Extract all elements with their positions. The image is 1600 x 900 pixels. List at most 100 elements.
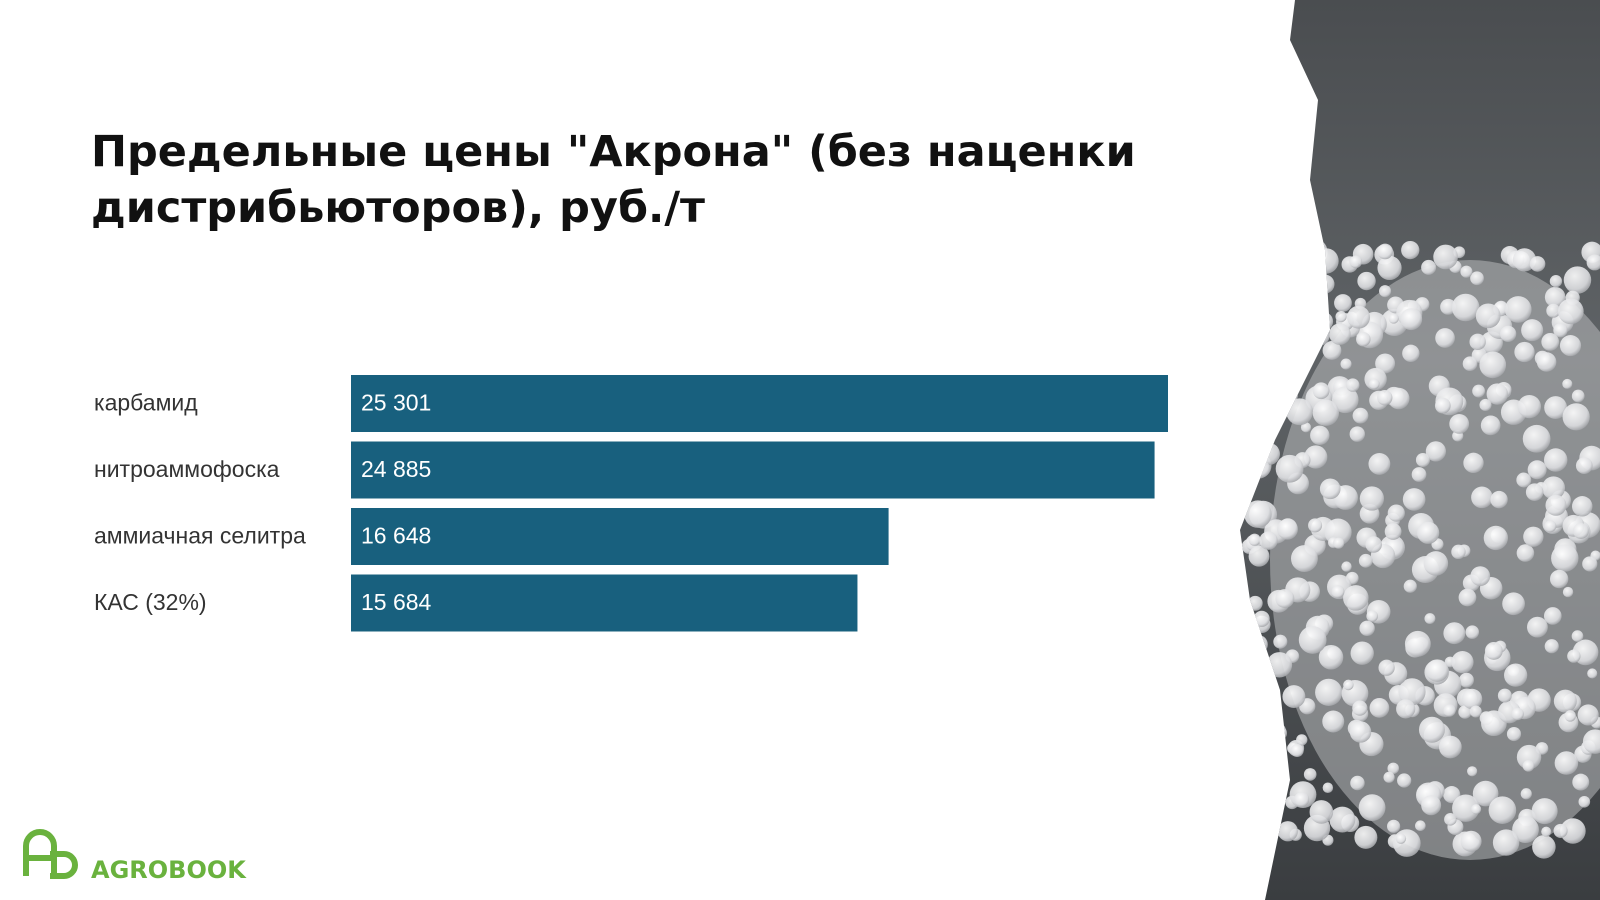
pearl [1553, 823, 1568, 838]
pearl [1492, 829, 1520, 856]
pearl [1516, 472, 1532, 488]
pearl [1240, 547, 1243, 565]
pearl [1418, 716, 1445, 743]
pearl [1267, 389, 1284, 406]
pearl [1369, 698, 1390, 718]
value-label: 24 885 [361, 456, 431, 482]
pearl [1544, 286, 1566, 308]
pearl [1522, 760, 1535, 772]
pearl [1248, 634, 1268, 654]
pearl [1541, 333, 1560, 351]
pearl [1521, 319, 1544, 342]
pearl [1240, 394, 1250, 420]
pearl [1226, 476, 1239, 489]
logo-icon [23, 829, 78, 879]
pearl [1411, 467, 1427, 482]
pearl [1329, 806, 1356, 833]
pearl [1240, 796, 1255, 822]
pearl [1470, 566, 1491, 587]
pearl [1379, 285, 1392, 298]
pearl [1266, 317, 1281, 331]
pearl [1240, 754, 1247, 766]
pearl [1471, 486, 1493, 509]
pearl [1334, 294, 1352, 312]
pearl [1369, 378, 1380, 390]
pearl [1554, 751, 1579, 775]
pearl [1350, 775, 1365, 791]
pearl [1257, 442, 1280, 466]
pearl [1227, 533, 1240, 546]
pearl [1290, 743, 1304, 757]
pearl [1335, 310, 1347, 323]
pearl [1544, 396, 1568, 419]
pearl [1240, 657, 1250, 677]
pearl [1562, 586, 1574, 598]
pearl [1479, 398, 1492, 412]
pearl [1356, 331, 1371, 347]
pearl [1472, 384, 1486, 398]
pearl [1514, 341, 1535, 363]
pearl [1276, 328, 1293, 345]
pearl [1460, 830, 1482, 852]
pearl [1349, 255, 1363, 269]
pearl [1358, 794, 1386, 822]
pearl [1544, 520, 1557, 533]
pearl [1387, 762, 1400, 775]
pearl [1240, 388, 1258, 405]
pearl [1366, 610, 1378, 622]
pearl [1459, 672, 1474, 688]
pearl [1500, 325, 1517, 342]
pearl [1275, 589, 1295, 609]
pearl [1247, 595, 1263, 611]
pearl [1549, 569, 1569, 589]
pearl [1240, 318, 1247, 342]
pearl [1572, 523, 1589, 539]
pearl [1452, 794, 1480, 822]
pearl [1346, 378, 1360, 392]
pearl [1578, 795, 1591, 808]
pearl [1284, 317, 1310, 342]
pearl [1357, 271, 1376, 291]
pearl [1438, 735, 1462, 759]
pearl [1258, 794, 1273, 809]
pearl [1315, 274, 1335, 294]
pearl [1551, 544, 1579, 572]
pearl [1449, 413, 1470, 434]
pearl [1562, 378, 1573, 389]
pearl [1563, 266, 1592, 294]
pearl [1322, 341, 1342, 360]
pearl [1377, 390, 1393, 406]
pearl [1343, 585, 1369, 611]
pearl [1359, 486, 1384, 511]
pearl [1424, 613, 1436, 625]
pearl [1310, 326, 1330, 346]
pearl [1240, 287, 1265, 313]
bar [351, 441, 1155, 499]
pearl [1486, 383, 1509, 405]
pearl [1312, 382, 1330, 400]
pearl [1300, 238, 1328, 266]
pearl [1221, 411, 1239, 429]
pearl [1400, 308, 1423, 331]
pearl [1516, 744, 1542, 770]
pearl [1249, 349, 1263, 363]
pearl [1350, 641, 1374, 665]
pearl [1352, 700, 1368, 716]
pearl [1387, 504, 1405, 522]
bar [351, 508, 889, 565]
pearl [1465, 625, 1480, 639]
pearl [1467, 766, 1478, 777]
pearl [1532, 835, 1556, 859]
pearl [1543, 607, 1562, 625]
pearl [1451, 544, 1466, 560]
pearl [1511, 707, 1524, 721]
pearl [1294, 241, 1316, 263]
pearl [1461, 688, 1483, 710]
pearl [1549, 275, 1563, 288]
pearl [1315, 678, 1343, 706]
pearl [1240, 422, 1252, 443]
pearl [1319, 478, 1341, 500]
pearl [1469, 333, 1486, 351]
pearl [1504, 663, 1528, 687]
